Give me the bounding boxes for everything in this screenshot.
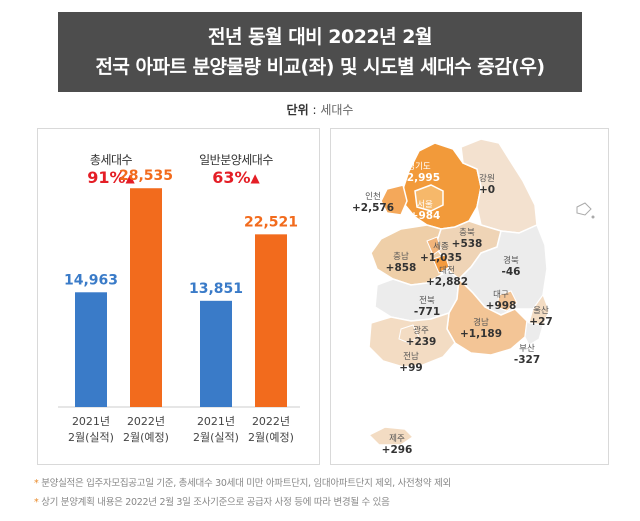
region-seoul bbox=[414, 184, 444, 212]
region-sejong bbox=[426, 236, 442, 256]
region-value-13: +1,189 bbox=[460, 328, 502, 340]
category-label-3-1: 2월(예정) bbox=[248, 431, 294, 444]
bar-0 bbox=[75, 292, 107, 407]
title-line-2: 전국 아파트 분양물량 비교(좌) 및 시도별 세대수 증감(우) bbox=[95, 56, 545, 78]
category-label-0-1: 2월(실적) bbox=[68, 431, 114, 444]
footnote-2: * 상기 분양계획 내용은 2022년 2월 3일 조사기준으로 공급자 사정 … bbox=[34, 494, 390, 508]
region-value-16: +296 bbox=[382, 444, 413, 456]
region-name-3: 서울 bbox=[417, 200, 433, 210]
unit-label: 단위 bbox=[286, 103, 309, 117]
region-name-5: 세종 bbox=[433, 242, 449, 252]
region-value-10: +998 bbox=[486, 300, 517, 312]
bar-value-label-0: 14,963 bbox=[64, 272, 118, 288]
region-value-12: +239 bbox=[406, 336, 437, 348]
bar-chart-panel: 총세대수 91%▲ 일반분양세대수 63%▲ 14,963 2021년 2월(실적)… bbox=[37, 128, 320, 465]
bar-value-label-2: 13,851 bbox=[189, 281, 243, 297]
up-arrow-icon: ▲ bbox=[250, 171, 260, 185]
region-name-14: 부산 bbox=[519, 343, 535, 354]
region-value-3: +984 bbox=[410, 210, 441, 222]
footnote-marker: * bbox=[34, 497, 39, 508]
group-label-general: 일반분양세대수 bbox=[199, 153, 273, 167]
region-value-0: +2,995 bbox=[398, 172, 440, 184]
footnote-1: * 분양실적은 입주자모집공고일 기준, 총세대수 30세대 미만 아파트단지,… bbox=[34, 475, 451, 489]
category-label-2-1: 2월(실적) bbox=[193, 431, 239, 444]
region-name-8: 경북 bbox=[503, 255, 519, 266]
group-pct-general: 63%▲ bbox=[186, 168, 286, 187]
region-value-11: +27 bbox=[529, 316, 552, 328]
unit-caption: 단위 : 세대수 bbox=[0, 101, 640, 118]
region-value-6: +858 bbox=[386, 262, 417, 274]
bar-chart: 14,963 2021년 2월(실적) 28,535 2022년 2월(예정) 13,851… bbox=[58, 168, 300, 444]
category-label-0-0: 2021년 bbox=[72, 415, 110, 428]
map-panel: 경기도 +2,995 강원 +0 인천 +2,576 서울 +984 충북 +538 세종 +1,03… bbox=[330, 128, 609, 465]
region-name-12: 광주 bbox=[413, 325, 429, 336]
region-jeju bbox=[367, 426, 415, 446]
region-value-1: +0 bbox=[479, 184, 495, 196]
region-name-6: 충남 bbox=[393, 252, 409, 262]
region-value-4: +538 bbox=[452, 238, 483, 250]
unit-value: 세대수 bbox=[320, 103, 354, 117]
bar-2 bbox=[200, 300, 232, 407]
category-label-1-0: 2022년 bbox=[127, 415, 165, 428]
region-value-8: -46 bbox=[502, 266, 521, 278]
region-incheon bbox=[380, 184, 408, 216]
category-label-1-1: 2월(예정) bbox=[123, 431, 169, 444]
region-dokdo bbox=[591, 215, 595, 219]
bar-value-label-1: 28,535 bbox=[119, 168, 173, 184]
category-label-2-0: 2021년 bbox=[197, 415, 235, 428]
region-name-2: 인천 bbox=[365, 191, 381, 202]
region-value-5: +1,035 bbox=[420, 252, 462, 264]
region-name-4: 충북 bbox=[459, 228, 475, 238]
region-name-9: 전북 bbox=[419, 295, 435, 306]
region-name-10: 대구 bbox=[493, 290, 509, 300]
footnote-marker: * bbox=[34, 478, 39, 489]
bar-3 bbox=[255, 234, 287, 407]
region-daegu bbox=[496, 290, 518, 312]
group-pct-general-value: 63% bbox=[212, 168, 251, 187]
group-pct-total: 91%▲ bbox=[61, 168, 161, 187]
title-banner: 전년 동월 대비 2022년 2월 전국 아파트 분양물량 비교(좌) 및 시도… bbox=[58, 12, 582, 92]
bar-1 bbox=[130, 188, 162, 407]
category-label-3-0: 2022년 bbox=[252, 415, 290, 428]
bar-value-label-3: 22,521 bbox=[244, 214, 298, 230]
unit-separator: : bbox=[308, 103, 321, 117]
region-ulleungdo bbox=[576, 202, 592, 216]
region-value-9: -771 bbox=[414, 306, 440, 318]
region-value-15: +99 bbox=[399, 362, 422, 374]
region-name-13: 경남 bbox=[473, 317, 489, 328]
map-labels: 경기도+2,995 강원+0 인천+2,576 서울+984 충북+538세종+1,03… bbox=[352, 161, 553, 456]
map-regions bbox=[367, 138, 595, 446]
region-name-1: 강원 bbox=[479, 173, 495, 184]
region-value-7: +2,882 bbox=[426, 276, 468, 288]
region-busan bbox=[524, 319, 544, 346]
region-name-0: 경기도 bbox=[407, 161, 431, 172]
region-value-2: +2,576 bbox=[352, 202, 394, 214]
region-name-16: 제주 bbox=[389, 434, 405, 444]
up-arrow-icon: ▲ bbox=[125, 171, 135, 185]
region-name-7: 대전 bbox=[439, 265, 455, 276]
korea-map: 경기도+2,995 강원+0 인천+2,576 서울+984 충북+538세종+1,03… bbox=[352, 138, 595, 456]
region-name-15: 전남 bbox=[403, 351, 419, 362]
region-ulsan bbox=[528, 293, 550, 326]
group-pct-total-value: 91% bbox=[87, 168, 126, 187]
footnote-2-text: 상기 분양계획 내용은 2022년 2월 3일 조사기준으로 공급자 사정 등에… bbox=[41, 497, 390, 508]
title-line-1: 전년 동월 대비 2022년 2월 bbox=[208, 26, 432, 48]
group-label-total: 총세대수 bbox=[89, 153, 133, 167]
region-gwangju bbox=[398, 324, 420, 344]
region-daejeon bbox=[432, 254, 450, 274]
footnote-1-text: 분양실적은 입주자모집공고일 기준, 총세대수 30세대 미만 아파트단지, 임… bbox=[41, 478, 451, 489]
region-name-11: 울산 bbox=[533, 305, 549, 316]
region-value-14: -327 bbox=[514, 354, 540, 366]
